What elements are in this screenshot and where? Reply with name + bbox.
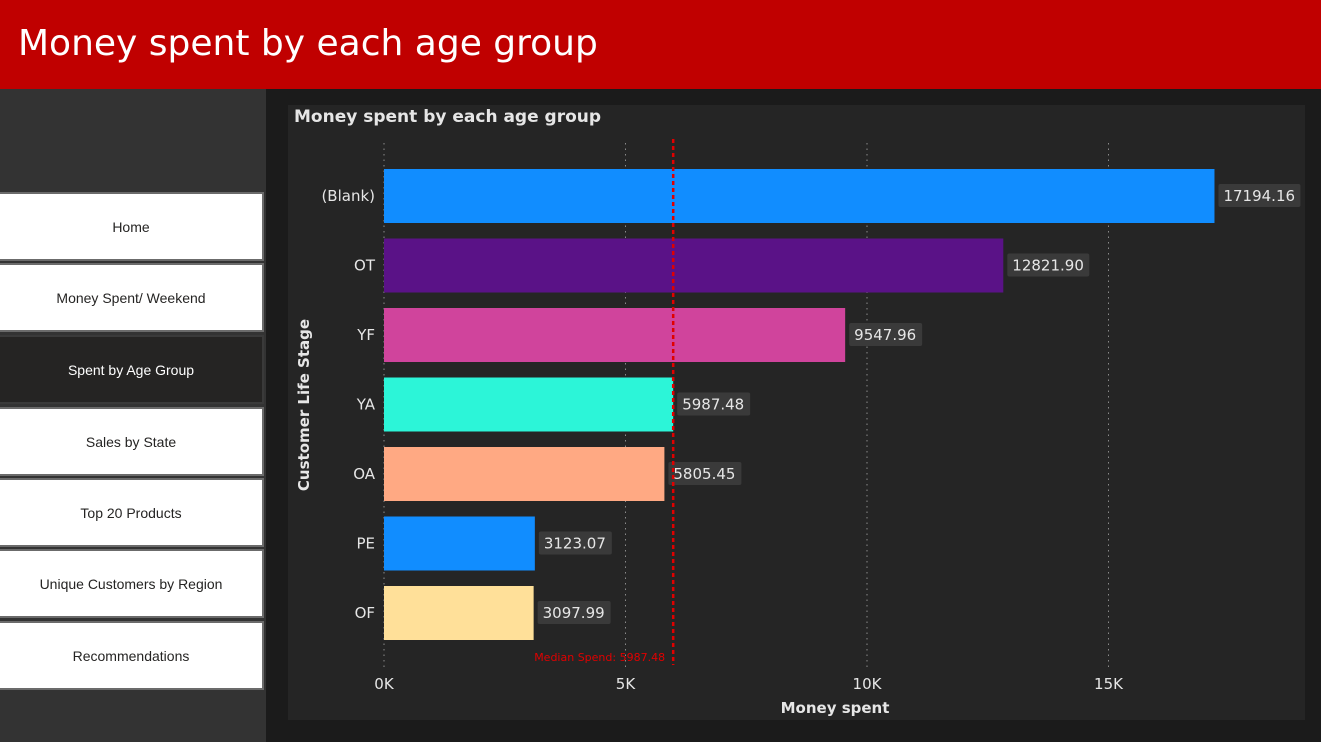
data-label-background: [677, 392, 751, 416]
nav-button-money-spent-weekend[interactable]: Money Spent/ Weekend: [0, 263, 264, 332]
x-tick-label: 10K: [853, 675, 883, 693]
data-label: 3097.99: [543, 604, 605, 622]
data-label: 5805.45: [673, 465, 735, 483]
nav-button-sales-by-state[interactable]: Sales by State: [0, 407, 264, 476]
data-label: 3123.07: [544, 535, 606, 553]
y-axis-title: Customer Life Stage: [295, 319, 313, 491]
y-tick-label: OT: [354, 257, 376, 275]
bar: [384, 308, 846, 362]
nav-button-top-20-products[interactable]: Top 20 Products: [0, 478, 264, 547]
nav-button-spent-by-age-group[interactable]: Spent by Age Group: [0, 335, 264, 404]
bar-chart: 0K 5K 10K 15K (Blank) 17194.16 OT 12821.90 YF 95…: [295, 139, 1301, 717]
nav-button-home[interactable]: Home: [0, 192, 264, 261]
bar: [384, 516, 535, 571]
data-label: 9547.96: [854, 326, 916, 344]
bar: [384, 586, 534, 640]
nav-button-recommendations[interactable]: Recommendations: [0, 621, 264, 690]
sidebar-nav: Home Money Spent/ Weekend Spent by Age G…: [0, 89, 266, 742]
x-tick-label: 15K: [1094, 675, 1124, 693]
page-header: Money spent by each age group: [0, 0, 1321, 89]
bar: [384, 238, 1004, 293]
y-tick-label: PE: [356, 535, 375, 553]
bar: [384, 447, 665, 501]
median-reference-label: Median Spend: 5987.48: [534, 651, 665, 664]
y-tick-label: (Blank): [321, 187, 375, 205]
data-label-background: [849, 323, 923, 346]
x-tick-label: 0K: [374, 675, 395, 693]
y-tick-label: YA: [356, 396, 376, 414]
chart-panel: Money spent by each age group 0K 5K 10K 15K…: [288, 105, 1305, 720]
x-axis-title: Money spent: [781, 699, 890, 717]
x-tick-label: 5K: [616, 675, 637, 693]
chart-title: Money spent by each age group: [294, 107, 602, 127]
y-tick-label: OF: [355, 604, 375, 622]
data-label-background: [668, 462, 742, 485]
data-label-background: [537, 601, 611, 624]
data-label-background: [1218, 184, 1301, 207]
bar: [384, 377, 674, 432]
data-label-background: [538, 531, 612, 555]
y-tick-label: OA: [353, 465, 376, 483]
page-title: Money spent by each age group: [18, 23, 598, 64]
data-label: 5987.48: [682, 396, 744, 414]
bar: [384, 169, 1215, 223]
data-label: 12821.90: [1012, 257, 1084, 275]
nav-button-unique-customers-by-region[interactable]: Unique Customers by Region: [0, 549, 264, 618]
y-tick-label: YF: [356, 326, 375, 344]
data-label-background: [1007, 253, 1090, 277]
data-label: 17194.16: [1223, 187, 1295, 205]
